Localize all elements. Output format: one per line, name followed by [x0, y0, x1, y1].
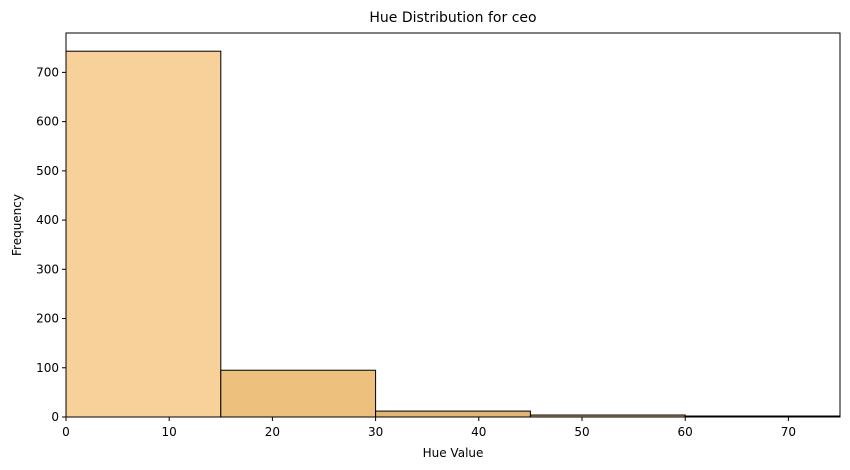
x-tick-label: 40	[471, 425, 486, 439]
x-tick-label: 10	[162, 425, 177, 439]
chart-title: Hue Distribution for ceo	[369, 10, 536, 26]
x-axis-label: Hue Value	[423, 446, 484, 460]
y-tick-label: 600	[36, 115, 59, 129]
histogram-bar-2	[220, 369, 377, 418]
x-axis-ticks: 0 10 20 30 40 50 60 70	[62, 417, 796, 439]
x-tick-label: 0	[62, 425, 70, 439]
x-tick-label: 50	[574, 425, 589, 439]
y-tick-label: 400	[36, 213, 59, 227]
x-tick-label: 20	[265, 425, 280, 439]
x-tick-label: 60	[678, 425, 693, 439]
x-tick-label: 70	[781, 425, 796, 439]
y-axis-label: Frequency	[10, 194, 24, 256]
x-tick-label: 30	[368, 425, 383, 439]
y-tick-label: 0	[51, 410, 59, 424]
y-tick-label: 500	[36, 164, 59, 178]
y-tick-label: 200	[36, 312, 59, 326]
y-axis-ticks: 0 100 200 300 400 500 600 700	[36, 65, 66, 424]
histogram-bar-3	[375, 410, 531, 418]
y-tick-label: 700	[36, 65, 59, 79]
bars-group	[65, 50, 841, 418]
y-tick-label: 300	[36, 262, 59, 276]
y-tick-label: 100	[36, 361, 59, 375]
plot-frame	[65, 32, 841, 418]
histogram-bar-1	[65, 50, 222, 418]
